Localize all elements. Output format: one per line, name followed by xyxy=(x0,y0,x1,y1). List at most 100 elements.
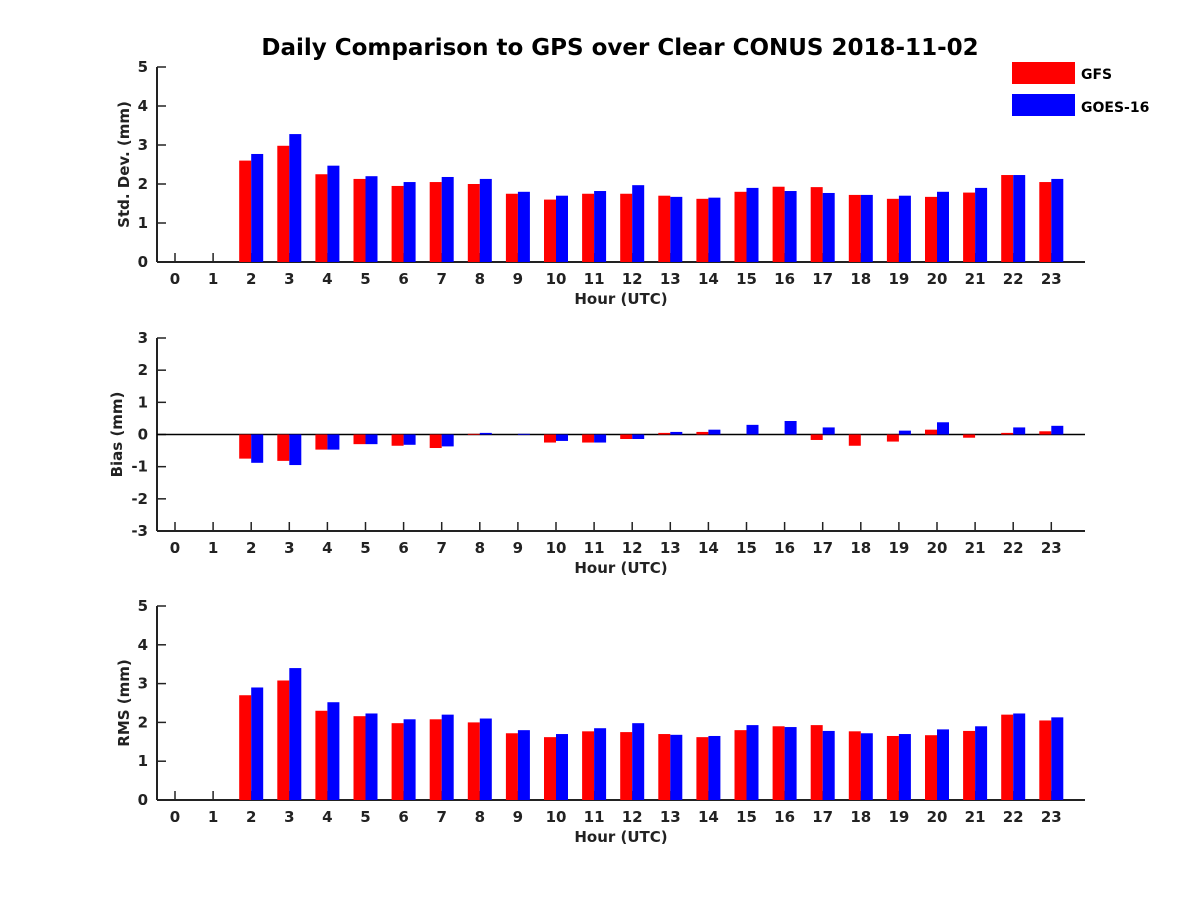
bar-gfs xyxy=(925,735,937,800)
x-tick-label: 15 xyxy=(736,539,757,557)
y-tick-label: 0 xyxy=(138,253,148,271)
x-tick-label: 6 xyxy=(398,539,408,557)
bar-goes16 xyxy=(517,730,530,800)
x-tick-label: 17 xyxy=(812,808,833,826)
x-tick-label: 19 xyxy=(888,270,909,288)
bar-goes16 xyxy=(556,195,568,262)
x-tick-label: 15 xyxy=(736,808,757,826)
x-tick-label: 2 xyxy=(246,270,256,288)
bar-gfs xyxy=(1001,175,1014,262)
y-tick-label: 5 xyxy=(138,58,148,76)
y-tick-label: 2 xyxy=(138,713,148,731)
y-tick-label: 5 xyxy=(138,597,148,615)
bar-gfs xyxy=(1001,714,1014,800)
x-axis-label: Hour (UTC) xyxy=(574,828,667,846)
bar-gfs xyxy=(658,734,671,800)
bar-goes16 xyxy=(251,434,264,463)
bar-goes16 xyxy=(594,191,607,262)
x-tick-label: 22 xyxy=(1003,808,1024,826)
bar-goes16 xyxy=(822,730,835,800)
bar-gfs xyxy=(505,733,518,800)
y-tick-label: 1 xyxy=(138,752,148,770)
x-tick-label: 9 xyxy=(513,270,523,288)
x-tick-label: 10 xyxy=(546,808,567,826)
bar-goes16 xyxy=(1013,427,1026,435)
bar-gfs xyxy=(239,695,252,800)
y-tick-label: 3 xyxy=(138,675,148,693)
bar-gfs xyxy=(1001,432,1014,435)
bar-goes16 xyxy=(441,176,454,262)
bar-goes16 xyxy=(708,197,721,262)
x-tick-label: 11 xyxy=(584,270,605,288)
bar-goes16 xyxy=(937,422,949,435)
bar-goes16 xyxy=(784,727,797,800)
bar-goes16 xyxy=(403,719,416,800)
bar-goes16 xyxy=(822,427,835,435)
x-tick-label: 3 xyxy=(284,808,294,826)
chart-title: Daily Comparison to GPS over Clear CONUS… xyxy=(261,35,978,61)
x-tick-label: 7 xyxy=(436,808,446,826)
bar-gfs xyxy=(925,429,937,435)
y-tick-label: 4 xyxy=(138,636,148,654)
x-tick-label: 13 xyxy=(660,539,681,557)
bar-gfs xyxy=(658,432,671,435)
y-tick-label: 0 xyxy=(138,791,148,809)
bar-gfs xyxy=(505,193,518,262)
y-tick-label: 2 xyxy=(138,175,148,193)
y-axis-label: Std. Dev. (mm) xyxy=(115,101,133,228)
x-tick-label: 16 xyxy=(774,808,795,826)
y-tick-label: -3 xyxy=(131,522,148,540)
bar-gfs xyxy=(429,719,442,800)
bar-gfs xyxy=(315,710,328,800)
bar-goes16 xyxy=(898,734,911,800)
bar-gfs xyxy=(620,732,633,800)
x-axis-label: Hour (UTC) xyxy=(574,559,667,577)
x-tick-label: 14 xyxy=(698,808,719,826)
bar-gfs xyxy=(925,196,937,262)
bar-goes16 xyxy=(632,434,645,440)
y-tick-label: 3 xyxy=(138,329,148,347)
bar-goes16 xyxy=(898,195,911,262)
y-axis-label: Bias (mm) xyxy=(108,392,126,478)
legend-label-goes16: GOES-16 xyxy=(1081,100,1149,116)
x-tick-label: 4 xyxy=(322,270,332,288)
bar-gfs xyxy=(696,198,709,262)
x-tick-label: 14 xyxy=(698,270,719,288)
bar-goes16 xyxy=(365,713,378,800)
bar-goes16 xyxy=(403,434,416,445)
bar-goes16 xyxy=(594,728,607,800)
x-tick-label: 23 xyxy=(1041,539,1062,557)
bar-gfs xyxy=(963,730,976,800)
bar-goes16 xyxy=(708,735,721,800)
bar-gfs xyxy=(391,434,404,446)
bar-gfs xyxy=(810,434,823,440)
bar-goes16 xyxy=(784,420,797,435)
x-tick-label: 6 xyxy=(398,270,408,288)
bar-goes16 xyxy=(327,434,340,450)
x-tick-label: 1 xyxy=(208,270,218,288)
bar-gfs xyxy=(1039,431,1052,435)
bar-gfs xyxy=(544,199,556,262)
x-tick-label: 3 xyxy=(284,270,294,288)
bar-gfs xyxy=(963,192,976,262)
x-tick-label: 8 xyxy=(475,270,485,288)
x-tick-label: 10 xyxy=(546,270,567,288)
bar-gfs xyxy=(886,198,899,262)
bar-goes16 xyxy=(479,718,492,800)
x-tick-label: 23 xyxy=(1041,270,1062,288)
x-tick-label: 17 xyxy=(812,270,833,288)
bar-goes16 xyxy=(251,153,264,262)
y-tick-label: 3 xyxy=(138,136,148,154)
bar-goes16 xyxy=(746,725,759,800)
bar-goes16 xyxy=(1013,713,1026,800)
bar-goes16 xyxy=(937,729,949,800)
bar-goes16 xyxy=(860,194,873,262)
bar-gfs xyxy=(658,195,671,262)
x-tick-label: 8 xyxy=(475,808,485,826)
bar-goes16 xyxy=(556,734,568,800)
bar-gfs xyxy=(772,726,785,800)
bar-goes16 xyxy=(1051,425,1064,435)
